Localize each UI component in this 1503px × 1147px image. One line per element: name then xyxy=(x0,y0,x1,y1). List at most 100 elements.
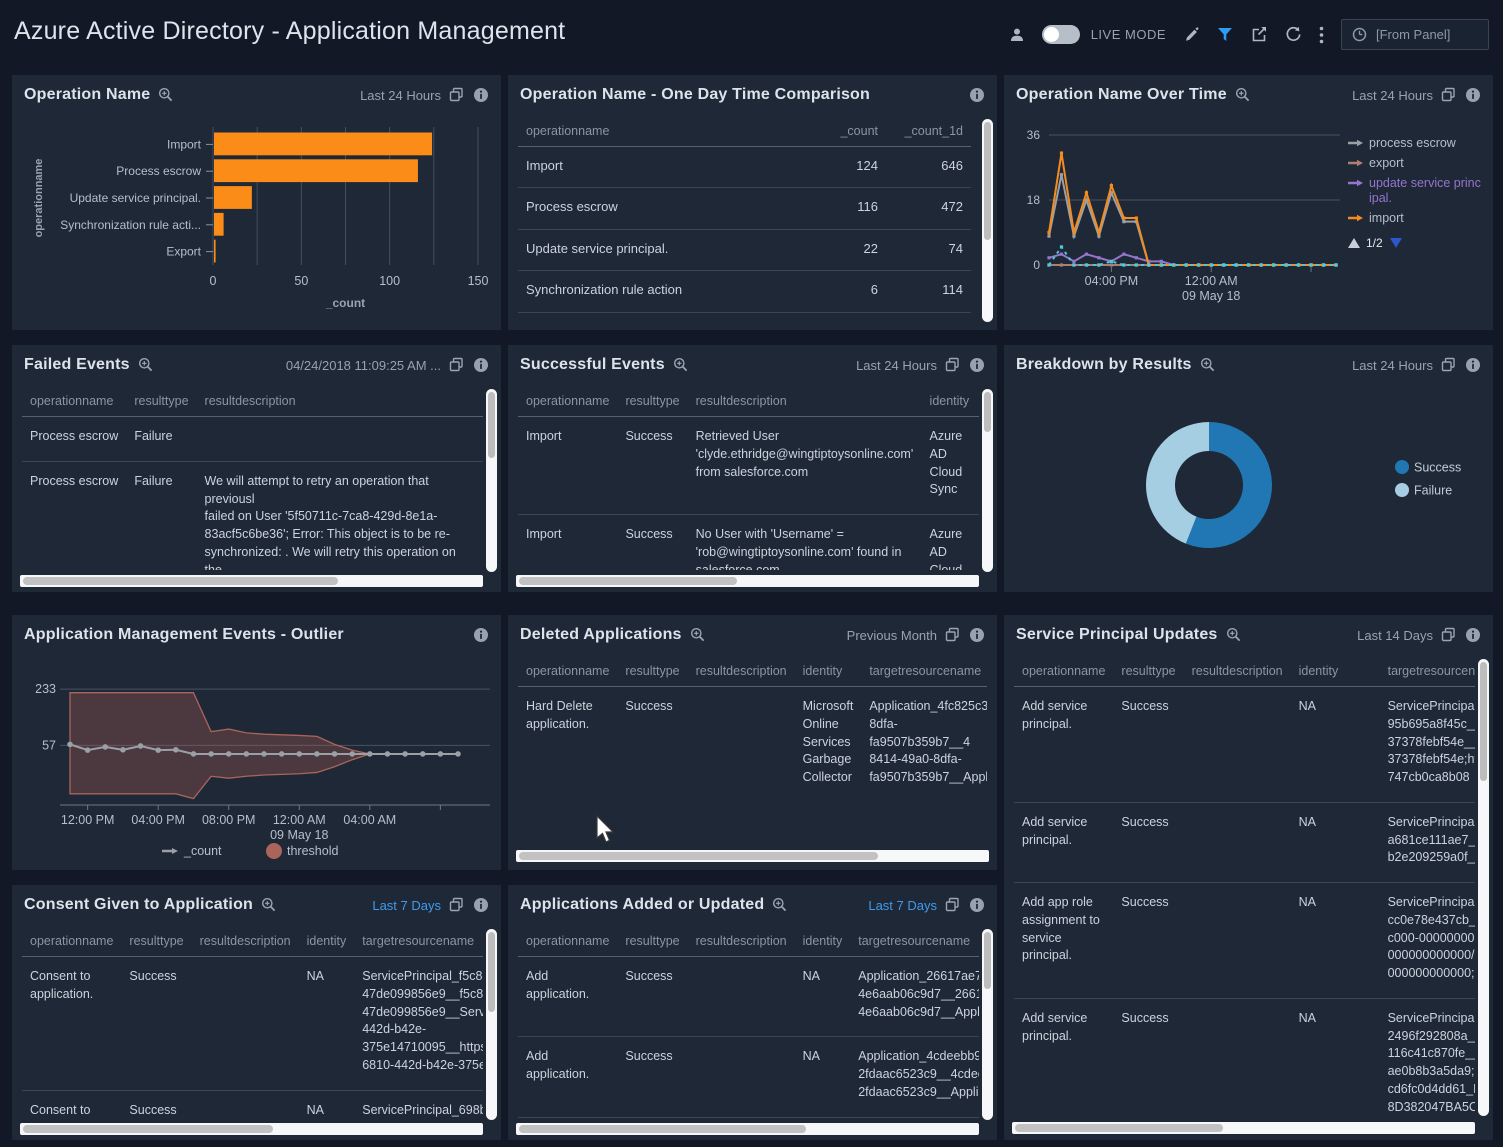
copy-icon[interactable] xyxy=(449,357,465,373)
table-cell: Success xyxy=(625,969,673,983)
info-icon[interactable] xyxy=(969,627,985,643)
column-header[interactable]: identity xyxy=(1290,655,1380,687)
column-header[interactable]: operationname xyxy=(518,115,806,147)
column-header[interactable]: resulttype xyxy=(126,385,197,417)
column-header[interactable]: resulttype xyxy=(121,925,192,957)
zoom-in-icon[interactable] xyxy=(1200,357,1216,373)
column-header[interactable]: identity xyxy=(298,925,355,957)
copy-icon[interactable] xyxy=(1441,87,1457,103)
column-header[interactable]: operationname xyxy=(1014,655,1114,687)
column-header[interactable]: resulttype xyxy=(617,655,688,687)
svg-text:12:00 PM: 12:00 PM xyxy=(61,813,115,827)
copy-icon[interactable] xyxy=(449,897,465,913)
copy-icon[interactable] xyxy=(1441,627,1457,643)
zoom-in-icon[interactable] xyxy=(158,87,174,103)
zoom-in-icon[interactable] xyxy=(772,897,788,913)
column-header[interactable]: resultdescription xyxy=(191,925,299,957)
column-header[interactable]: resultdescription xyxy=(1183,655,1291,687)
vertical-scrollbar[interactable] xyxy=(1478,659,1489,1116)
column-header[interactable]: resultdescription xyxy=(687,925,795,957)
info-icon[interactable] xyxy=(969,357,985,373)
copy-icon[interactable] xyxy=(945,897,961,913)
vertical-scrollbar[interactable] xyxy=(486,389,497,572)
info-icon[interactable] xyxy=(473,87,489,103)
svg-text:18: 18 xyxy=(1027,193,1041,207)
column-header[interactable]: operationname xyxy=(518,655,618,687)
panel-time-range[interactable]: Last 24 Hours xyxy=(856,357,937,373)
breakdown-donut-chart[interactable]: Success Failure xyxy=(1004,385,1493,592)
user-icon[interactable] xyxy=(1009,27,1025,43)
info-icon[interactable] xyxy=(1465,87,1481,103)
column-header[interactable]: resulttype xyxy=(617,925,688,957)
vertical-scrollbar[interactable] xyxy=(982,119,993,322)
outlier-area-chart[interactable]: 57 233 12:00 PM 04:00 PM 08:00 PM 12:00 AM09 … xyxy=(12,655,501,870)
column-header[interactable]: resultdescription xyxy=(687,385,922,417)
horizontal-scrollbar[interactable] xyxy=(20,1123,483,1135)
copy-icon[interactable] xyxy=(945,357,961,373)
column-header[interactable]: targetresourcename xyxy=(861,655,987,687)
column-header[interactable]: targetresourcename xyxy=(354,925,483,957)
zoom-in-icon[interactable] xyxy=(138,357,154,373)
operation-name-bar-chart[interactable]: Import Process escrow Update service princ… xyxy=(12,115,501,330)
panel-time-range[interactable]: Last 24 Hours xyxy=(360,87,441,103)
table-cell: NA xyxy=(298,1089,355,1118)
zoom-in-icon[interactable] xyxy=(690,627,706,643)
info-icon[interactable] xyxy=(473,627,489,643)
vertical-scrollbar[interactable] xyxy=(982,389,993,572)
column-header[interactable]: operationname xyxy=(22,925,122,957)
horizontal-scrollbar[interactable] xyxy=(516,575,979,587)
zoom-in-icon[interactable] xyxy=(1226,627,1242,643)
filter-icon[interactable] xyxy=(1217,27,1233,42)
vertical-scrollbar[interactable] xyxy=(982,929,993,1120)
table-cell: 22 xyxy=(806,228,886,271)
info-icon[interactable] xyxy=(1465,627,1481,643)
vertical-scrollbar[interactable] xyxy=(486,929,497,1120)
info-icon[interactable] xyxy=(473,357,489,373)
column-header[interactable]: targetresourcename xyxy=(1379,655,1475,687)
info-icon[interactable] xyxy=(473,897,489,913)
column-header[interactable]: operationname xyxy=(518,385,618,417)
zoom-in-icon[interactable] xyxy=(1235,87,1251,103)
column-header[interactable]: identity xyxy=(921,385,979,417)
column-header[interactable]: resulttype xyxy=(1113,655,1184,687)
share-icon[interactable] xyxy=(1250,26,1268,43)
copy-icon[interactable] xyxy=(1441,357,1457,373)
panel-time-range[interactable]: Last 24 Hours xyxy=(1352,87,1433,103)
svg-text:12:00 AM: 12:00 AM xyxy=(1185,274,1238,288)
zoom-in-icon[interactable] xyxy=(673,357,689,373)
info-icon[interactable] xyxy=(969,897,985,913)
zoom-in-icon[interactable] xyxy=(261,897,277,913)
column-header[interactable]: operationname xyxy=(22,385,127,417)
panel-time-range[interactable]: Last 7 Days xyxy=(868,897,937,913)
horizontal-scrollbar[interactable] xyxy=(1012,1122,1475,1134)
panel-time-range[interactable]: 04/24/2018 11:09:25 AM ... xyxy=(285,357,441,373)
horizontal-scrollbar[interactable] xyxy=(516,850,989,862)
column-header[interactable]: identity xyxy=(794,925,851,957)
panel-time-range[interactable]: Last 7 Days xyxy=(372,897,441,913)
panel-time-range[interactable]: Previous Month xyxy=(846,627,937,643)
more-options-kebab-icon[interactable] xyxy=(1319,26,1324,44)
column-header[interactable]: identity xyxy=(794,655,862,687)
live-mode-toggle[interactable] xyxy=(1041,25,1080,44)
panel-time-range[interactable]: Last 14 Days xyxy=(1357,627,1433,643)
column-header[interactable]: _count_1d xyxy=(886,115,971,147)
edit-pencil-icon[interactable] xyxy=(1183,26,1200,43)
panel-time-range[interactable]: Last 24 Hours xyxy=(1352,357,1433,373)
horizontal-scrollbar[interactable] xyxy=(516,1123,979,1135)
info-icon[interactable] xyxy=(969,87,985,103)
column-header[interactable]: targetresourcename xyxy=(850,925,979,957)
copy-icon[interactable] xyxy=(945,627,961,643)
copy-icon[interactable] xyxy=(449,87,465,103)
info-icon[interactable] xyxy=(1465,357,1481,373)
horizontal-scrollbar[interactable] xyxy=(20,575,483,587)
refresh-icon[interactable] xyxy=(1285,26,1302,43)
time-range-input[interactable]: [From Panel] xyxy=(1341,19,1489,50)
column-header[interactable]: resultdescription xyxy=(687,655,795,687)
table-row: Add service principal. Success NA ServicePr… xyxy=(1014,801,1475,883)
column-header[interactable]: resulttype xyxy=(617,385,688,417)
column-header[interactable]: operationname xyxy=(518,925,618,957)
time-range-value: [From Panel] xyxy=(1376,27,1451,42)
column-header[interactable]: resultdescription xyxy=(196,385,483,417)
column-header[interactable]: _count xyxy=(806,115,886,147)
